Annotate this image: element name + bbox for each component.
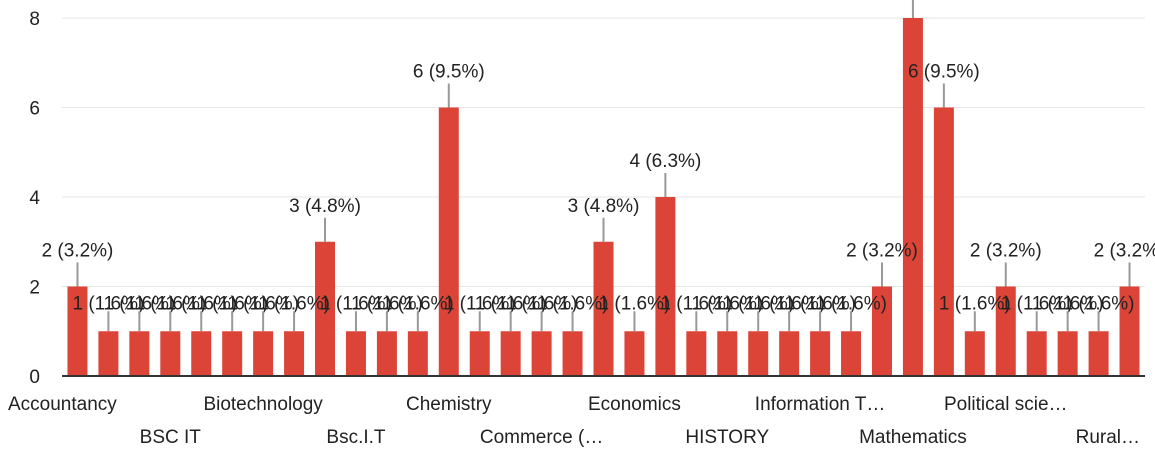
bar bbox=[810, 331, 831, 376]
bar bbox=[469, 331, 490, 376]
data-label: 2 (3.2%) bbox=[42, 241, 114, 262]
data-label: 1 (1.6%) bbox=[660, 293, 732, 314]
bar bbox=[593, 241, 614, 376]
data-label: 2 (3.2%) bbox=[846, 241, 918, 262]
bar bbox=[779, 331, 800, 376]
bar bbox=[655, 197, 676, 376]
x-tick-label: Chemistry bbox=[406, 394, 492, 415]
data-label: 1 (1.6%) bbox=[815, 293, 887, 314]
bar bbox=[345, 331, 366, 376]
data-label: 1 (1.6%) bbox=[103, 293, 175, 314]
y-tick-label: 2 bbox=[29, 278, 40, 299]
bar bbox=[964, 331, 985, 376]
bar bbox=[841, 331, 862, 376]
data-label: 1 (1.6%) bbox=[258, 293, 330, 314]
data-label: 1 (1.6%) bbox=[134, 293, 206, 314]
data-label: 4 (6.3%) bbox=[629, 151, 701, 172]
data-label: 3 (4.8%) bbox=[289, 196, 361, 217]
bar bbox=[902, 18, 923, 376]
x-tick-label: HISTORY bbox=[685, 427, 769, 448]
data-label: 1 (1.6%) bbox=[599, 293, 671, 314]
data-label: 1 (1.6%) bbox=[722, 293, 794, 314]
data-label: 1 (1.6%) bbox=[320, 293, 392, 314]
bar bbox=[438, 107, 459, 376]
data-label: 1 (1.6%) bbox=[691, 293, 763, 314]
data-label: 1 (1.6%) bbox=[227, 293, 299, 314]
y-tick-label: 8 bbox=[29, 9, 40, 30]
data-label: 1 (1.6%) bbox=[475, 293, 547, 314]
bar bbox=[717, 331, 738, 376]
data-label: 1 (1.6%) bbox=[784, 293, 856, 314]
bar bbox=[995, 286, 1016, 376]
bar bbox=[98, 331, 119, 376]
bar bbox=[160, 331, 181, 376]
bar bbox=[1088, 331, 1109, 376]
x-tick-label: Information T… bbox=[755, 394, 886, 415]
data-label: 3 (4.8%) bbox=[568, 196, 640, 217]
data-label: 1 (1.6%) bbox=[165, 293, 237, 314]
x-tick-label: BSC IT bbox=[140, 427, 202, 448]
bar bbox=[531, 331, 552, 376]
bars bbox=[67, 18, 1140, 376]
data-label: 1 (1.6%) bbox=[1001, 293, 1073, 314]
bar bbox=[1119, 286, 1140, 376]
x-tick-label: Commerce (… bbox=[480, 427, 604, 448]
y-axis: 0 2 4 6 8 bbox=[29, 9, 40, 388]
x-tick-label: Biotechnology bbox=[203, 394, 323, 415]
bar bbox=[1026, 331, 1047, 376]
bar bbox=[376, 331, 397, 376]
data-label: 2 (3.2%) bbox=[970, 241, 1042, 262]
bar bbox=[933, 107, 954, 376]
bar bbox=[129, 331, 150, 376]
bar bbox=[871, 286, 892, 376]
x-tick-label: Bsc.I.T bbox=[326, 427, 386, 448]
bar bbox=[407, 331, 428, 376]
x-tick-label: Economics bbox=[588, 394, 681, 415]
data-label: 1 (1.6%) bbox=[506, 293, 578, 314]
bar bbox=[191, 331, 212, 376]
bar bbox=[624, 331, 645, 376]
data-label: 1 (1.6%) bbox=[73, 293, 145, 314]
data-label: 6 (9.5%) bbox=[908, 62, 980, 83]
x-tick-label: Mathematics bbox=[859, 427, 967, 448]
data-label: 1 (1.6%) bbox=[1063, 293, 1135, 314]
x-tick-label: Political scie… bbox=[944, 394, 1068, 415]
data-label: 6 (9.5%) bbox=[413, 62, 485, 83]
y-tick-label: 6 bbox=[29, 99, 40, 120]
bar bbox=[686, 331, 707, 376]
bar bbox=[67, 286, 88, 376]
y-tick-label: 0 bbox=[29, 367, 40, 388]
y-tick-label: 4 bbox=[29, 188, 40, 209]
data-label: 1 (1.6%) bbox=[537, 293, 609, 314]
bar bbox=[253, 331, 274, 376]
data-label: 2 (3.2%) bbox=[1094, 241, 1155, 262]
x-tick-label: Rural… bbox=[1076, 427, 1140, 448]
bar bbox=[1057, 331, 1078, 376]
bar bbox=[748, 331, 769, 376]
data-label: 1 (1.6%) bbox=[382, 293, 454, 314]
bar bbox=[562, 331, 583, 376]
bar bbox=[284, 331, 305, 376]
bar bbox=[315, 241, 336, 376]
data-label: 1 (1.6%) bbox=[444, 293, 516, 314]
bar bbox=[500, 331, 521, 376]
data-label: 1 (1.6%) bbox=[939, 293, 1011, 314]
data-label: 1 (1.6%) bbox=[196, 293, 268, 314]
x-tick-label: Accountancy bbox=[8, 394, 117, 415]
data-label: 1 (1.6%) bbox=[351, 293, 423, 314]
bar bbox=[222, 331, 243, 376]
data-label: 1 (1.6%) bbox=[753, 293, 825, 314]
data-label: 1 (1.6%) bbox=[1032, 293, 1104, 314]
data-labels: 2 (3.2%)1 (1.6%)1 (1.6%)1 (1.6%)1 (1.6%)… bbox=[42, 0, 1155, 332]
